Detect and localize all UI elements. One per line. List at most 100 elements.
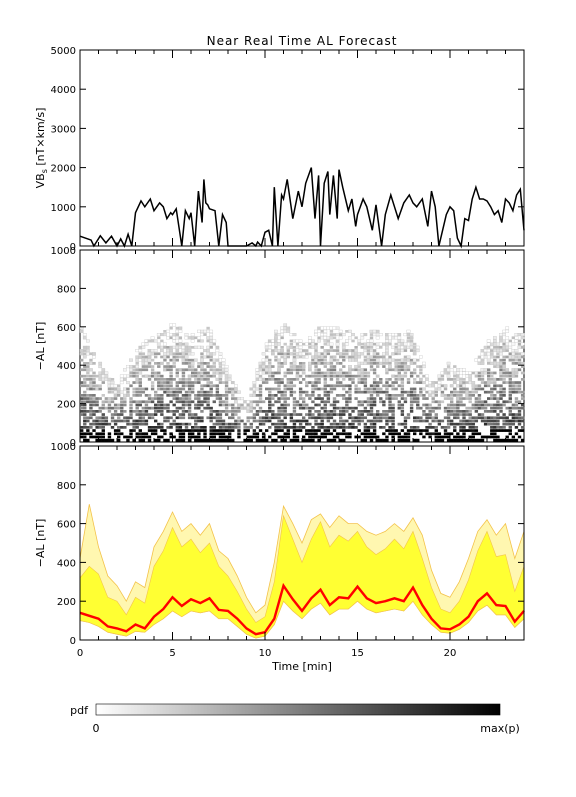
heatmap-cell bbox=[505, 349, 509, 352]
heatmap-cell bbox=[502, 403, 506, 407]
heatmap-cell bbox=[363, 355, 368, 359]
heatmap-cell bbox=[499, 390, 503, 394]
heatmap-cell bbox=[511, 390, 516, 394]
heatmap-cell bbox=[181, 410, 186, 413]
heatmap-cell bbox=[154, 432, 158, 436]
heatmap-cell bbox=[326, 336, 331, 340]
heatmap-cell bbox=[258, 374, 263, 378]
heatmap-cell bbox=[129, 358, 133, 362]
x-axis-label: Time [min] bbox=[271, 660, 332, 673]
heatmap-cell bbox=[480, 352, 485, 356]
heatmap-cell bbox=[237, 410, 241, 413]
heatmap-cell bbox=[342, 432, 346, 436]
heatmap-cell bbox=[132, 371, 136, 375]
heatmap-cell bbox=[191, 435, 195, 439]
heatmap-cell bbox=[483, 416, 488, 420]
heatmap-cell bbox=[406, 333, 411, 337]
heatmap-cell bbox=[425, 406, 429, 410]
heatmap-cell bbox=[240, 403, 244, 407]
heatmap-cell bbox=[471, 422, 475, 426]
heatmap-cell bbox=[413, 342, 417, 346]
heatmap-cell bbox=[147, 349, 152, 353]
heatmap-cell bbox=[234, 397, 238, 400]
heatmap-cell bbox=[163, 387, 167, 391]
heatmap-cell bbox=[175, 422, 179, 426]
heatmap-cell bbox=[459, 378, 463, 381]
heatmap-cell bbox=[471, 438, 475, 442]
heatmap-cell bbox=[505, 371, 509, 375]
heatmap-cell bbox=[184, 345, 189, 349]
heatmap-cell bbox=[249, 438, 253, 442]
heatmap-cell bbox=[450, 432, 454, 436]
heatmap-cell bbox=[379, 346, 383, 349]
heatmap-cell bbox=[366, 426, 371, 429]
heatmap-cell bbox=[184, 342, 189, 346]
heatmap-cell bbox=[493, 403, 497, 407]
heatmap-cell bbox=[166, 410, 170, 413]
heatmap-cell bbox=[86, 378, 90, 381]
heatmap-cell bbox=[363, 426, 368, 429]
heatmap-cell bbox=[92, 394, 96, 397]
heatmap-cell bbox=[372, 426, 377, 429]
heatmap-cell bbox=[443, 397, 448, 400]
heatmap-cell bbox=[178, 355, 183, 359]
heatmap-cell bbox=[169, 371, 173, 375]
heatmap-cell bbox=[147, 400, 152, 404]
heatmap-cell bbox=[329, 438, 334, 442]
heatmap-cell bbox=[499, 384, 503, 388]
heatmap-cell bbox=[286, 403, 290, 407]
heatmap-cell bbox=[428, 393, 432, 397]
heatmap-cell bbox=[194, 438, 198, 442]
heatmap-cell bbox=[332, 406, 337, 410]
heatmap-cell bbox=[320, 333, 325, 337]
heatmap-cell bbox=[234, 390, 238, 394]
heatmap-cell bbox=[218, 422, 223, 426]
heatmap-cell bbox=[267, 365, 272, 369]
heatmap-cell bbox=[459, 413, 463, 416]
heatmap-cell bbox=[412, 352, 417, 356]
heatmap-cell bbox=[206, 378, 210, 381]
heatmap-cell bbox=[332, 365, 337, 368]
heatmap-cell bbox=[83, 432, 87, 436]
al-forecast-y-tick-label: 800 bbox=[57, 481, 76, 492]
heatmap-cell bbox=[431, 400, 435, 404]
heatmap-cell bbox=[394, 333, 399, 337]
heatmap-cell bbox=[92, 413, 96, 416]
heatmap-cell bbox=[351, 378, 355, 381]
heatmap-cell bbox=[502, 419, 506, 423]
heatmap-cell bbox=[283, 358, 288, 362]
heatmap-cell bbox=[323, 362, 327, 365]
vbs-y-axis-label-main: VB bbox=[34, 173, 47, 188]
heatmap-cell bbox=[400, 349, 405, 353]
heatmap-cell bbox=[385, 422, 389, 426]
heatmap-cell bbox=[92, 400, 96, 404]
heatmap-cell bbox=[224, 422, 229, 426]
heatmap-cell bbox=[422, 410, 426, 413]
heatmap-cell bbox=[459, 387, 463, 391]
heatmap-cell bbox=[474, 410, 479, 413]
heatmap-cell bbox=[372, 397, 377, 400]
heatmap-cell bbox=[379, 378, 383, 381]
heatmap-cell bbox=[468, 429, 472, 432]
heatmap-cell bbox=[258, 422, 263, 426]
heatmap-cell bbox=[154, 426, 158, 429]
heatmap-cell bbox=[354, 419, 358, 423]
heatmap-cell bbox=[194, 422, 198, 426]
heatmap-cell bbox=[360, 400, 364, 404]
heatmap-cell bbox=[289, 390, 294, 394]
heatmap-cell bbox=[471, 403, 475, 407]
heatmap-cell bbox=[227, 374, 232, 378]
heatmap-cell bbox=[323, 416, 327, 420]
heatmap-cell bbox=[169, 368, 173, 372]
heatmap-cell bbox=[166, 390, 170, 394]
heatmap-cell bbox=[160, 397, 164, 400]
heatmap-cell bbox=[98, 377, 103, 381]
heatmap-cell bbox=[459, 384, 463, 388]
heatmap-cell bbox=[416, 358, 420, 362]
heatmap-cell bbox=[517, 333, 522, 337]
heatmap-cell bbox=[212, 352, 217, 356]
heatmap-cell bbox=[191, 416, 195, 420]
heatmap-cell bbox=[437, 435, 442, 439]
heatmap-cell bbox=[339, 355, 343, 359]
heatmap-cell bbox=[357, 378, 361, 381]
